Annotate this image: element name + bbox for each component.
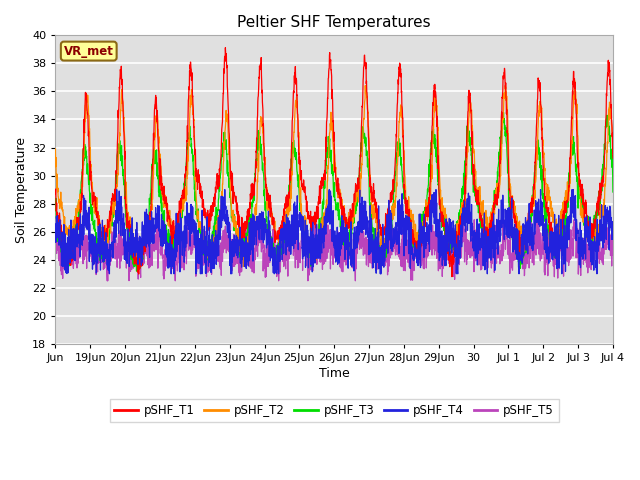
Title: Peltier SHF Temperatures: Peltier SHF Temperatures: [237, 15, 431, 30]
Y-axis label: Soil Temperature: Soil Temperature: [15, 137, 28, 242]
Legend: pSHF_T1, pSHF_T2, pSHF_T3, pSHF_T4, pSHF_T5: pSHF_T1, pSHF_T2, pSHF_T3, pSHF_T4, pSHF…: [109, 399, 559, 421]
Text: VR_met: VR_met: [64, 45, 114, 58]
X-axis label: Time: Time: [319, 367, 349, 380]
